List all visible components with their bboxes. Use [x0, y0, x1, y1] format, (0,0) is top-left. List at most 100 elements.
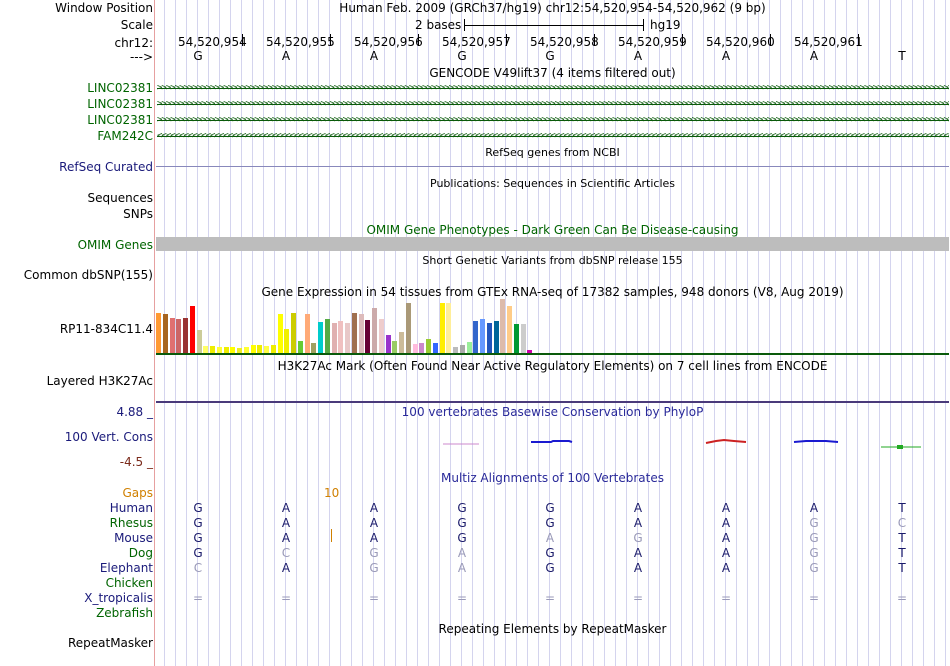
publications-sequences-label[interactable]: Sequences [87, 191, 153, 205]
gtex-tissue-bar[interactable] [426, 339, 431, 353]
gtex-tissue-bar[interactable] [412, 344, 418, 353]
gtex-tissue-bar[interactable] [486, 323, 492, 353]
gtex-tissue-bar[interactable] [264, 346, 269, 353]
gtex-tissue-bar[interactable] [392, 341, 398, 353]
gtex-tissue-bar[interactable] [230, 347, 236, 353]
gtex-tissue-bar[interactable] [203, 346, 209, 353]
gene-track-1[interactable]: >>>>>>>>>>>>>>>>>>>>>>>>>>>>>>>>>>>>>>>>… [157, 83, 949, 93]
gtex-tissue-bar[interactable] [250, 345, 256, 353]
publications-snps-label[interactable]: SNPs [123, 207, 153, 221]
grid-line [890, 0, 891, 666]
gtex-tissue-bar[interactable] [520, 324, 526, 353]
gtex-tissue-bar[interactable] [338, 321, 344, 353]
gtex-tissue-bar[interactable] [169, 318, 175, 353]
gtex-tissue-bar[interactable] [351, 313, 357, 353]
repeatmasker-title: Repeating Elements by RepeatMasker [438, 622, 667, 636]
gtex-tissue-bar[interactable] [270, 345, 276, 353]
gtex-tissue-bar[interactable] [480, 319, 485, 353]
reference-base: G [545, 49, 555, 63]
gtex-tissue-bar[interactable] [304, 314, 310, 353]
gtex-tissue-bar[interactable] [439, 303, 445, 353]
gene-label-1[interactable]: LINC02381 [87, 81, 153, 95]
gtex-tissue-bar[interactable] [500, 299, 506, 353]
gene-label-3[interactable]: LINC02381 [87, 113, 153, 127]
gtex-tissue-bar[interactable] [176, 319, 182, 353]
phylop-signal[interactable] [156, 430, 949, 454]
gene-track-4[interactable]: <<<<<<<<<<<<<<<<<<<<<<<<<<<<<<<<<<<<<<<<… [157, 131, 949, 141]
gtex-tissue-bar[interactable] [216, 347, 222, 353]
omim-label[interactable]: OMIM Genes [77, 238, 153, 252]
dbsnp-label[interactable]: Common dbSNP(155) [23, 268, 153, 282]
gene-label-4[interactable]: FAM242C [97, 129, 153, 143]
gtex-tissue-bar[interactable] [243, 347, 249, 353]
gtex-tissue-bar[interactable] [311, 343, 317, 353]
alignment-base: = [192, 591, 204, 605]
gtex-tissue-bar[interactable] [365, 320, 371, 353]
scale-text: 2 bases [415, 18, 462, 32]
species-label[interactable]: Rhesus [109, 516, 153, 530]
alignment-base: G [809, 531, 819, 545]
species-label[interactable]: Elephant [99, 561, 153, 575]
alignment-base: A [721, 531, 731, 545]
scale-assembly: hg19 [650, 18, 681, 32]
gtex-tissue-bar[interactable] [277, 314, 283, 353]
gtex-tissue-bar[interactable] [291, 313, 296, 353]
alignment-base: C [193, 561, 203, 575]
gtex-tissue-bar[interactable] [378, 319, 384, 353]
gtex-tissue-bar[interactable] [513, 324, 519, 353]
gtex-tissue-bar[interactable] [399, 332, 404, 353]
gtex-tissue-bar[interactable] [183, 318, 188, 353]
gtex-gene-label[interactable]: RP11-834C11.4 [59, 322, 153, 336]
gtex-tissue-bar[interactable] [196, 330, 202, 353]
alignment-base: G [457, 501, 467, 515]
refseq-label[interactable]: RefSeq Curated [59, 160, 153, 174]
gtex-tissue-bar[interactable] [473, 321, 479, 353]
gtex-tissue-bar[interactable] [189, 306, 195, 353]
gaps-label[interactable]: Gaps [122, 486, 153, 500]
species-label[interactable]: Dog [128, 546, 153, 560]
gtex-tissue-bar[interactable] [405, 303, 411, 353]
scale-bar [464, 18, 644, 32]
gtex-tissue-bar[interactable] [297, 341, 303, 353]
alignment-base: = [896, 591, 908, 605]
position-tick [418, 34, 419, 46]
gtex-tissue-bar[interactable] [210, 346, 215, 353]
gtex-tissue-bar[interactable] [318, 322, 323, 353]
gtex-tissue-bar[interactable] [527, 350, 533, 353]
species-label[interactable]: Human [109, 501, 153, 515]
gtex-tissue-bar[interactable] [345, 323, 350, 353]
gtex-tissue-bar[interactable] [459, 345, 465, 353]
gene-track-3[interactable]: >>>>>>>>>>>>>>>>>>>>>>>>>>>>>>>>>>>>>>>>… [157, 115, 949, 125]
gtex-tissue-bar[interactable] [237, 348, 242, 353]
phylop-label[interactable]: 100 Vert. Cons [64, 430, 153, 444]
h3k27ac-label[interactable]: Layered H3K27Ac [46, 374, 153, 388]
gtex-tissue-bar[interactable] [162, 314, 168, 353]
gtex-tissue-bar[interactable] [331, 323, 337, 353]
gtex-tissue-bar[interactable] [257, 345, 263, 353]
gtex-tissue-bar[interactable] [493, 321, 499, 353]
species-label[interactable]: Chicken [105, 576, 153, 590]
omim-gene-bar[interactable] [156, 237, 949, 251]
gene-track-2[interactable]: >>>>>>>>>>>>>>>>>>>>>>>>>>>>>>>>>>>>>>>>… [157, 99, 949, 109]
gtex-tissue-bar[interactable] [372, 308, 377, 353]
gtex-tissue-bar[interactable] [223, 347, 229, 353]
species-label[interactable]: Mouse [114, 531, 153, 545]
gtex-tissue-bar[interactable] [466, 342, 472, 353]
gtex-tissue-bar[interactable] [284, 329, 290, 353]
gtex-tissue-bar[interactable] [324, 319, 330, 353]
alignment-base: = [368, 591, 380, 605]
gtex-tissue-bar[interactable] [507, 306, 512, 353]
gtex-tissue-bar[interactable] [432, 343, 438, 353]
repeatmasker-label[interactable]: RepeatMasker [67, 636, 153, 650]
gtex-tissue-bar[interactable] [156, 313, 161, 353]
gtex-tissue-bar[interactable] [419, 343, 425, 353]
gtex-tissue-bar[interactable] [358, 314, 364, 353]
gene-label-2[interactable]: LINC02381 [87, 97, 153, 111]
gtex-tissue-bar[interactable] [453, 347, 458, 353]
gtex-tissue-bar[interactable] [385, 335, 391, 353]
species-label[interactable]: Zebrafish [96, 606, 153, 620]
gtex-tissue-bar[interactable] [446, 303, 452, 353]
grid-line [274, 0, 275, 666]
species-label[interactable]: X_tropicalis [84, 591, 153, 605]
